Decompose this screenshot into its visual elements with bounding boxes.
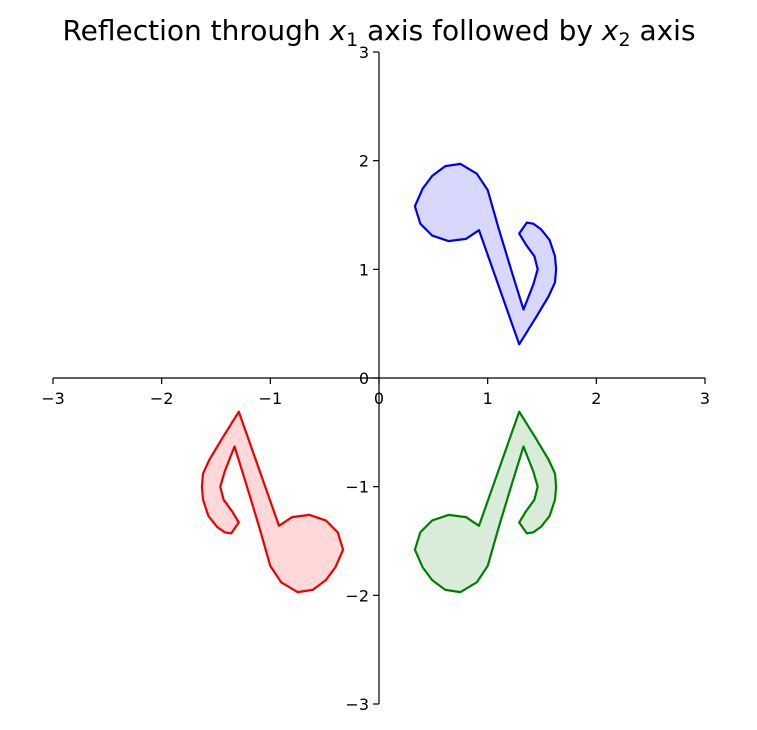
y-tick-label: 0 bbox=[359, 369, 369, 388]
title-middle: axis followed by bbox=[358, 14, 602, 47]
shape-original bbox=[413, 162, 558, 346]
y-tick-label: 1 bbox=[359, 260, 369, 279]
title-sub2: 2 bbox=[618, 29, 630, 51]
shape-reflected-x1 bbox=[413, 410, 558, 594]
title-sub1: 1 bbox=[346, 29, 358, 51]
x-tick-label: −1 bbox=[259, 389, 283, 408]
x-tick-label: −3 bbox=[41, 389, 65, 408]
y-tick-label: −1 bbox=[345, 478, 369, 497]
title-suffix: axis bbox=[631, 14, 696, 47]
shape-reflected-x1-x2 bbox=[200, 410, 345, 594]
chart-title: Reflection through x1 axis followed by x… bbox=[62, 14, 695, 51]
axes-layer: −3 −2 −1 0 1 2 3 −3 −2 −1 0 1 2 3 bbox=[41, 43, 710, 714]
x-tick-label: 0 bbox=[374, 389, 384, 408]
shapes-layer bbox=[200, 162, 558, 594]
y-tick-label: −2 bbox=[345, 586, 369, 605]
x-tick-label: −2 bbox=[150, 389, 174, 408]
x-tick-label: 2 bbox=[591, 389, 601, 408]
y-tick-label: 3 bbox=[359, 43, 369, 62]
title-prefix: Reflection through bbox=[62, 14, 329, 47]
title-var1: x bbox=[329, 14, 347, 47]
x-tick-label: 3 bbox=[700, 389, 710, 408]
y-tick-label: 2 bbox=[359, 152, 369, 171]
y-tick-label: −3 bbox=[345, 695, 369, 714]
title-var2: x bbox=[601, 14, 619, 47]
x-tick-label: 1 bbox=[483, 389, 493, 408]
